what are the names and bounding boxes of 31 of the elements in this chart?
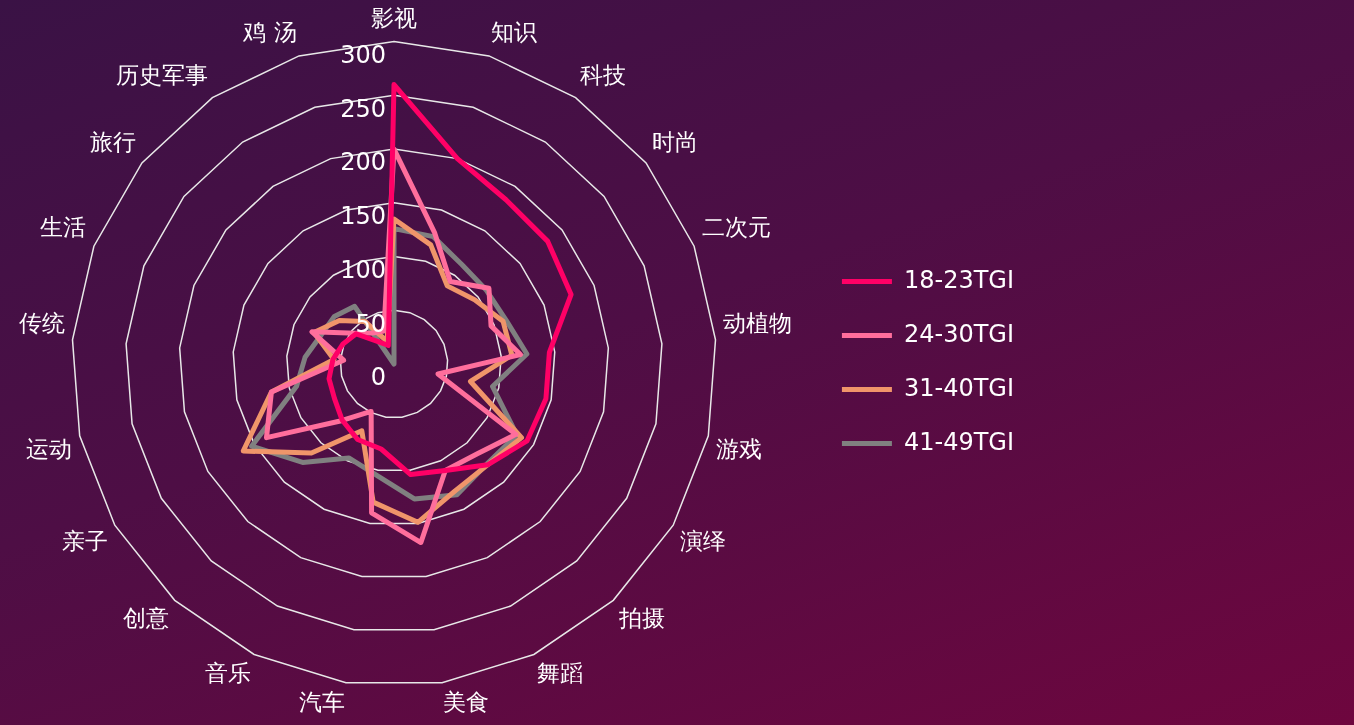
spoke-label: 美食	[443, 689, 490, 716]
spoke-label: 汽车	[298, 689, 345, 716]
spoke-label: 舞蹈	[537, 660, 584, 687]
y-tick-label: 150	[340, 202, 386, 231]
y-tick-label: 250	[340, 94, 386, 123]
spoke-label: 旅行	[89, 129, 136, 156]
legend-label: 41-49TGI	[903, 427, 1014, 456]
spoke-label: 生活	[40, 214, 87, 241]
spoke-label: 音乐	[204, 660, 251, 687]
spoke-label: 历史军事	[115, 62, 208, 89]
spoke-label: 科技	[580, 62, 627, 89]
spoke-label: 拍摄	[617, 604, 665, 631]
spoke-label: 鸡 汤	[242, 19, 297, 46]
spoke-label: 演绎	[680, 527, 727, 554]
y-tick-label: 300	[340, 40, 386, 69]
legend-label: 24-30TGI	[903, 319, 1014, 348]
spoke-label: 时尚	[652, 129, 699, 156]
spoke-label: 二次元	[701, 214, 771, 241]
spoke-label: 亲子	[61, 527, 108, 554]
y-tick-label: 200	[340, 148, 386, 177]
legend-label: 31-40TGI	[903, 373, 1014, 402]
spoke-label: 知识	[491, 19, 538, 46]
y-tick-label: 0	[370, 363, 386, 392]
y-tick-label: 100	[340, 255, 386, 284]
spoke-label: 动植物	[723, 310, 793, 337]
spoke-label: 创意	[123, 604, 170, 631]
legend-label: 18-23TGI	[903, 265, 1014, 294]
spoke-label: 游戏	[716, 436, 763, 463]
spoke-label: 影视	[371, 4, 417, 31]
spoke-label: 运动	[25, 436, 72, 463]
spoke-label: 传统	[18, 310, 65, 337]
